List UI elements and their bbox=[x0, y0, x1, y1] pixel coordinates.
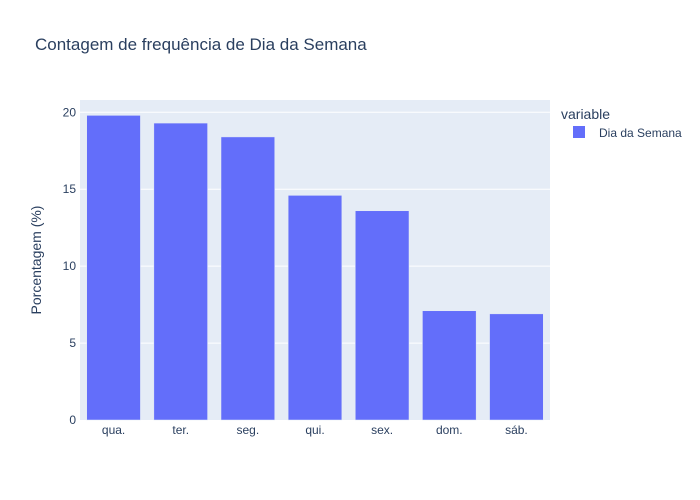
bar-1[interactable] bbox=[153, 122, 208, 421]
y-axis-ticks: 0 5 10 15 20 bbox=[63, 105, 77, 427]
y-axis-title: Porcentagem (%) bbox=[28, 206, 44, 315]
bar-4[interactable] bbox=[355, 210, 410, 421]
chart-title: Contagem de frequência de Dia da Semana bbox=[35, 35, 367, 54]
bar-6[interactable] bbox=[489, 313, 544, 421]
legend: variable Dia da Semana bbox=[561, 106, 682, 140]
x-tick-label: qua. bbox=[102, 423, 125, 437]
bar-5[interactable] bbox=[422, 310, 477, 421]
y-tick-label: 20 bbox=[63, 105, 77, 119]
legend-title: variable bbox=[561, 106, 610, 122]
x-tick-label: ter. bbox=[172, 423, 189, 437]
y-tick-label: 15 bbox=[63, 182, 77, 196]
x-tick-label: seg. bbox=[237, 423, 260, 437]
x-tick-label: qui. bbox=[305, 423, 324, 437]
x-tick-label: dom. bbox=[436, 423, 463, 437]
bar-3[interactable] bbox=[287, 195, 343, 421]
legend-item[interactable]: Dia da Semana bbox=[573, 126, 682, 140]
legend-label: Dia da Semana bbox=[599, 126, 682, 140]
legend-swatch bbox=[573, 126, 585, 138]
bar-2[interactable] bbox=[220, 136, 275, 421]
x-tick-label: sex. bbox=[371, 423, 393, 437]
x-tick-label: sáb. bbox=[505, 423, 528, 437]
y-tick-label: 0 bbox=[69, 413, 76, 427]
y-tick-label: 5 bbox=[69, 336, 76, 350]
y-tick-label: 10 bbox=[63, 259, 77, 273]
x-axis-ticks: qua. ter. seg. qui. sex. dom. sáb. bbox=[102, 423, 528, 437]
bar-0[interactable] bbox=[86, 115, 141, 421]
bars bbox=[86, 115, 544, 421]
